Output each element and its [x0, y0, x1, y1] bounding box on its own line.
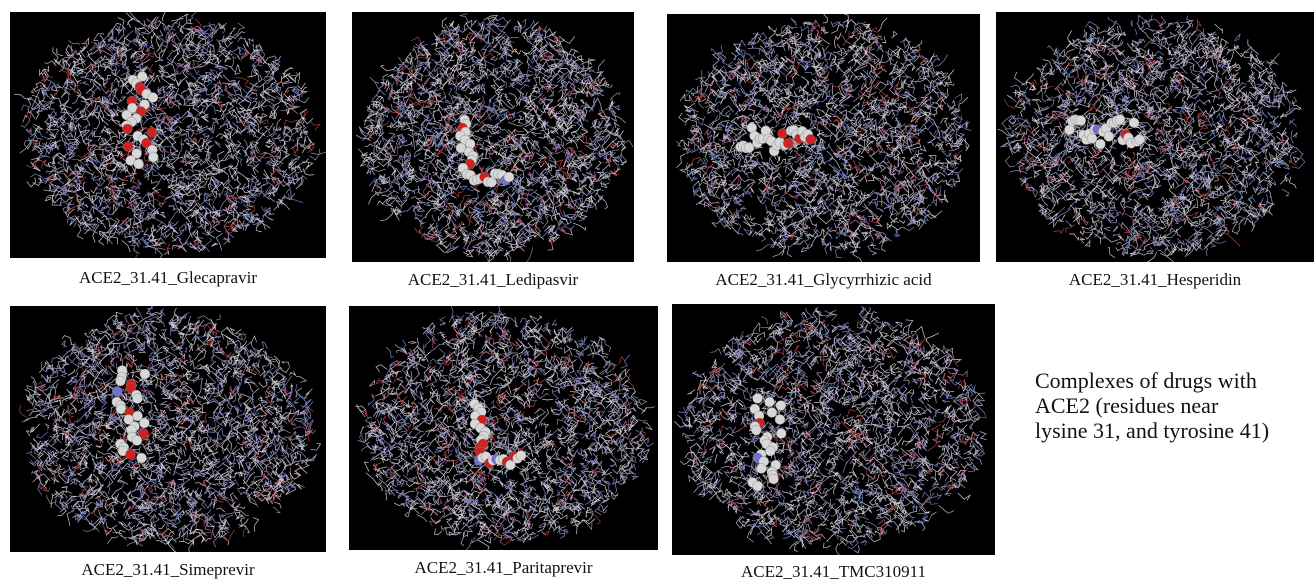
wireframe [677, 306, 985, 549]
panel-caption: ACE2_31.41_Glycyrrhizic acid [667, 270, 980, 290]
atom [753, 394, 763, 404]
panel-caption: ACE2_31.41_Simeprevir [10, 560, 326, 579]
atom [756, 464, 766, 474]
atom [137, 453, 147, 463]
atom [116, 376, 126, 386]
structure-image [996, 12, 1314, 262]
figure-note: Complexes of drugs with ACE2 (residues n… [1035, 368, 1269, 443]
protein-render [10, 306, 326, 552]
atom [487, 177, 497, 187]
atom [1076, 116, 1086, 126]
atom [504, 172, 514, 182]
wireframe [674, 307, 982, 551]
atom [132, 436, 142, 446]
atom [147, 128, 157, 138]
atom [516, 450, 526, 460]
note-line: ACE2 (residues near [1035, 393, 1269, 418]
atom [765, 397, 775, 407]
atom [753, 481, 763, 491]
atom [112, 387, 122, 397]
structure-image [10, 12, 326, 258]
structure-image [672, 304, 995, 555]
atom [1104, 131, 1114, 141]
atom [751, 425, 761, 435]
note-line: lysine 31, and tyrosine 41) [1035, 418, 1269, 443]
panel-caption: ACE2_31.41_TMC310911 [672, 562, 995, 579]
atom [134, 159, 144, 169]
atom [140, 369, 150, 379]
atom [148, 93, 158, 103]
note-line: Complexes of drugs with [1035, 368, 1269, 393]
panel-caption: ACE2_31.41_Hesperidin [996, 270, 1314, 290]
structure-image [10, 306, 326, 552]
atom [765, 446, 775, 456]
structure-image [667, 14, 980, 262]
atom [806, 134, 816, 144]
protein-render [352, 12, 634, 262]
atom [1135, 135, 1145, 145]
atom [776, 401, 786, 411]
protein-render [349, 306, 658, 550]
atom [122, 124, 132, 134]
protein-render [672, 304, 995, 555]
atom [783, 138, 793, 148]
wireframe [357, 314, 650, 546]
protein-render [667, 14, 980, 262]
panel-caption: ACE2_31.41_Ledipasvir [352, 270, 634, 290]
atom [776, 429, 786, 439]
atom [769, 474, 779, 484]
protein-render [10, 12, 326, 258]
structure-image [352, 12, 634, 262]
ligand [736, 123, 816, 156]
atom [1115, 114, 1125, 124]
figure: Complexes of drugs with ACE2 (residues n… [0, 0, 1314, 579]
ligand [470, 399, 526, 470]
wireframe [683, 308, 987, 555]
atom [767, 408, 777, 418]
protein-render [996, 12, 1314, 262]
atom [148, 152, 158, 162]
atom [126, 450, 136, 460]
structure-image [349, 306, 658, 550]
atom [132, 394, 142, 404]
atom [139, 418, 149, 428]
atom [1087, 133, 1097, 143]
atom [1095, 139, 1105, 149]
panel-caption: ACE2_31.41_Paritaprevir [349, 558, 658, 578]
atom [775, 415, 785, 425]
panel-caption: ACE2_31.41_Glecapravir [10, 268, 326, 288]
atom [123, 142, 133, 152]
atom [1129, 118, 1139, 128]
wireframe [22, 308, 312, 547]
